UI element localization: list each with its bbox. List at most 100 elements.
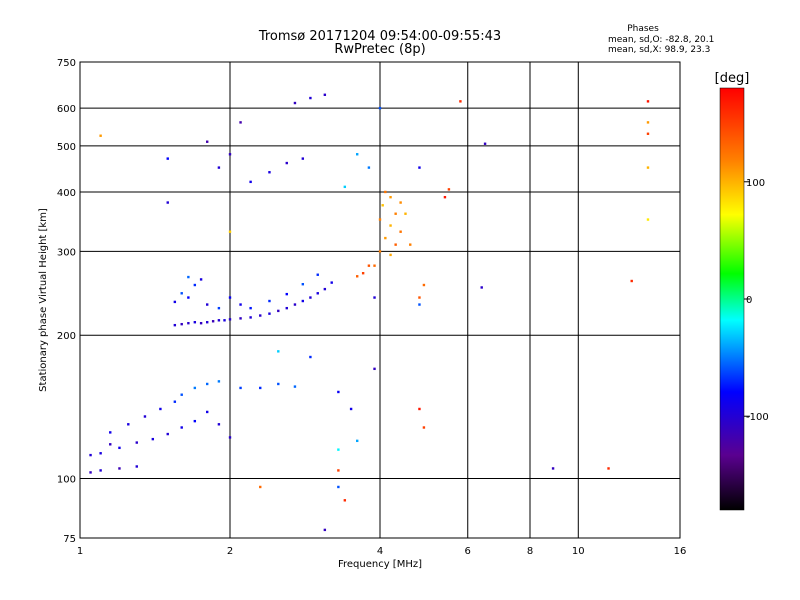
data-point — [268, 171, 271, 174]
data-point — [193, 283, 197, 287]
data-point — [277, 309, 280, 313]
data-point — [459, 100, 462, 103]
data-point — [323, 93, 327, 96]
chart-subtitle: RwPretec (8p) — [334, 42, 425, 57]
data-point — [551, 467, 555, 470]
data-point — [193, 386, 197, 390]
data-point — [211, 320, 215, 323]
data-point — [483, 142, 487, 145]
data-point — [418, 296, 421, 299]
data-point — [367, 166, 371, 169]
data-point — [378, 106, 382, 110]
data-point — [422, 426, 426, 429]
data-point — [228, 318, 232, 321]
data-point — [89, 471, 92, 474]
data-point — [268, 312, 271, 315]
y-axis-label: Stationary phase Virtual Height [km] — [38, 208, 49, 392]
data-point — [205, 303, 209, 306]
stats-o-mode: mean, sd,O: -82.8, 20.1 — [608, 35, 714, 45]
data-point — [205, 140, 209, 143]
data-point — [249, 316, 252, 319]
data-point — [301, 299, 305, 303]
y-tick-label: 500 — [57, 142, 76, 153]
data-point — [422, 283, 426, 287]
data-point — [285, 306, 288, 310]
data-point — [480, 286, 483, 289]
data-point — [301, 157, 305, 160]
data-point — [187, 296, 190, 299]
data-point — [268, 299, 271, 303]
data-point — [135, 441, 138, 444]
data-point — [389, 195, 392, 199]
data-point — [187, 321, 190, 325]
data-point — [630, 279, 633, 283]
data-point — [646, 218, 650, 221]
data-point — [355, 153, 359, 156]
data-point — [180, 393, 183, 396]
data-point — [180, 292, 183, 295]
colorbar-tick-label: -100 — [746, 412, 769, 423]
data-point — [187, 275, 190, 279]
data-point — [217, 380, 221, 383]
data-point — [316, 273, 319, 276]
data-point — [217, 319, 221, 322]
data-point — [309, 296, 312, 299]
x-axis-label: Frequency [MHz] — [338, 559, 422, 570]
data-point — [349, 407, 353, 411]
data-point — [337, 469, 340, 472]
data-point — [373, 264, 376, 267]
data-point — [394, 212, 397, 215]
data-point — [381, 204, 384, 207]
stats-title: Phases — [627, 24, 659, 34]
data-point — [646, 132, 650, 135]
data-point — [607, 467, 610, 470]
data-point — [378, 218, 382, 221]
data-point — [249, 180, 252, 184]
data-point — [118, 446, 121, 450]
data-point — [384, 236, 387, 240]
data-point — [239, 317, 242, 320]
data-point — [343, 499, 347, 502]
colorbar-tick-label: 100 — [746, 178, 765, 189]
data-points — [89, 93, 650, 532]
data-point — [217, 166, 221, 169]
data-point — [404, 212, 407, 215]
data-point — [127, 423, 130, 426]
data-point — [118, 467, 121, 470]
colorbar-label: [deg] — [715, 71, 750, 86]
y-tick-label: 100 — [57, 475, 76, 486]
data-point — [293, 303, 297, 306]
data-point — [316, 292, 319, 295]
y-tick-label: 600 — [57, 104, 76, 115]
x-tick-label: 2 — [227, 546, 233, 557]
data-point — [309, 355, 312, 359]
data-point — [301, 283, 305, 286]
data-point — [89, 453, 92, 457]
data-point — [389, 224, 392, 227]
data-point — [373, 296, 376, 299]
data-point — [285, 292, 288, 296]
data-point — [199, 278, 203, 281]
data-point — [217, 306, 221, 310]
data-point — [249, 306, 252, 310]
data-point — [193, 321, 197, 324]
data-point — [389, 253, 392, 257]
data-point — [180, 322, 183, 326]
y-tick-label: 750 — [57, 58, 76, 69]
colorbar-ticks: 100 0 -100 — [744, 178, 769, 423]
data-point — [217, 423, 221, 426]
data-point — [166, 201, 169, 204]
data-point — [646, 100, 650, 103]
data-point — [99, 452, 102, 455]
data-point — [166, 157, 169, 160]
data-point — [285, 161, 288, 165]
data-point — [394, 243, 397, 246]
data-point — [646, 121, 650, 124]
data-point — [409, 243, 412, 246]
data-point — [323, 287, 327, 291]
data-point — [259, 386, 262, 390]
data-point — [323, 528, 327, 532]
colorbar — [719, 87, 745, 511]
x-axis-ticks: 1 2 4 6 8 10 16 — [77, 546, 687, 557]
